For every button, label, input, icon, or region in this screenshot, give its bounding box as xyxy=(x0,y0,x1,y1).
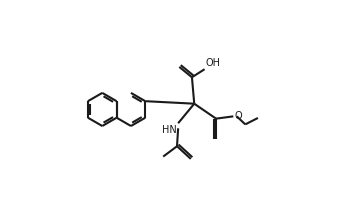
Text: HN: HN xyxy=(162,125,177,135)
Text: O: O xyxy=(234,111,242,121)
Text: OH: OH xyxy=(206,58,221,68)
